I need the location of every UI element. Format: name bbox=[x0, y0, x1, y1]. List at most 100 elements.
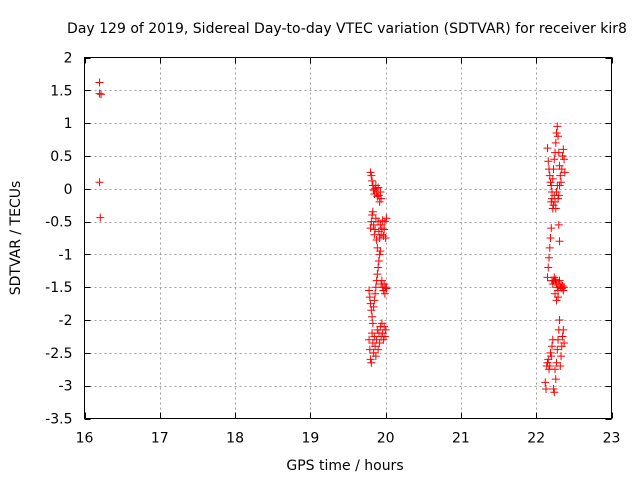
data-point bbox=[365, 335, 374, 344]
data-point bbox=[550, 273, 559, 282]
data-point bbox=[556, 171, 565, 180]
data-point bbox=[550, 388, 559, 397]
x-tick-label: 23 bbox=[603, 431, 621, 447]
y-axis-label: SDTVAR / TECUs bbox=[8, 181, 24, 296]
data-point bbox=[552, 358, 561, 367]
data-point bbox=[558, 281, 567, 290]
data-point bbox=[545, 253, 554, 262]
data-point bbox=[380, 225, 389, 234]
data-point bbox=[373, 270, 382, 279]
data-point bbox=[551, 375, 560, 384]
data-point bbox=[549, 384, 558, 393]
data-point bbox=[371, 225, 380, 234]
x-tick-label: 16 bbox=[76, 431, 94, 447]
data-point bbox=[560, 168, 569, 177]
data-point bbox=[543, 273, 552, 282]
data-point bbox=[548, 174, 557, 183]
data-point bbox=[554, 132, 563, 141]
data-point bbox=[380, 279, 389, 288]
data-point bbox=[370, 230, 379, 239]
data-point bbox=[554, 194, 563, 203]
y-tick-label: 0 bbox=[64, 182, 73, 198]
data-point bbox=[547, 352, 556, 361]
data-point bbox=[551, 138, 560, 147]
data-point bbox=[554, 191, 563, 200]
data-point bbox=[555, 316, 564, 325]
y-tick-label: 2 bbox=[64, 51, 73, 67]
data-point bbox=[557, 352, 566, 361]
data-point bbox=[555, 237, 564, 246]
data-point bbox=[371, 283, 380, 292]
data-point bbox=[381, 283, 390, 292]
x-tick-label: 21 bbox=[452, 431, 470, 447]
data-point bbox=[369, 302, 378, 311]
data-point bbox=[381, 325, 390, 334]
data-point bbox=[544, 263, 553, 272]
data-point bbox=[554, 220, 563, 229]
data-point bbox=[560, 283, 569, 292]
y-tick-label: -2.5 bbox=[45, 346, 72, 362]
data-point bbox=[365, 293, 374, 302]
data-point bbox=[375, 339, 384, 348]
data-point bbox=[554, 148, 563, 157]
data-point bbox=[553, 345, 562, 354]
data-point bbox=[545, 243, 554, 252]
grid-lines bbox=[84, 57, 612, 419]
data-point bbox=[369, 220, 378, 229]
data-point bbox=[97, 90, 106, 99]
data-point bbox=[370, 296, 379, 305]
data-point bbox=[551, 204, 560, 213]
data-point bbox=[552, 128, 561, 137]
data-point bbox=[557, 178, 566, 187]
data-point bbox=[376, 220, 385, 229]
data-point bbox=[367, 171, 376, 180]
data-point bbox=[95, 178, 104, 187]
data-point bbox=[374, 183, 383, 192]
x-axis-label: GPS time / hours bbox=[286, 458, 403, 474]
axis-ticks bbox=[84, 57, 613, 420]
data-point bbox=[382, 214, 391, 223]
data-point bbox=[550, 155, 559, 164]
data-point bbox=[541, 378, 550, 387]
data-point bbox=[366, 168, 375, 177]
data-point bbox=[365, 345, 374, 354]
data-point bbox=[381, 234, 390, 242]
chart-title: Day 129 of 2019, Sidereal Day-to-day VTE… bbox=[67, 21, 627, 37]
y-tick-label: 1.5 bbox=[50, 83, 72, 99]
data-point bbox=[559, 286, 568, 295]
y-tick-label: -0.5 bbox=[45, 215, 72, 231]
data-point bbox=[368, 176, 377, 185]
data-point bbox=[543, 144, 552, 153]
data-point bbox=[558, 151, 567, 160]
x-tick-label: 22 bbox=[527, 431, 545, 447]
y-tick-label: 0.5 bbox=[50, 149, 72, 165]
data-point bbox=[559, 325, 568, 334]
data-point bbox=[375, 197, 384, 206]
data-point bbox=[374, 263, 383, 272]
data-point bbox=[553, 122, 562, 131]
data-point bbox=[544, 157, 553, 166]
data-point bbox=[378, 216, 387, 225]
data-point bbox=[374, 256, 383, 265]
data-point bbox=[542, 384, 551, 393]
data-point bbox=[373, 192, 382, 201]
data-point bbox=[546, 234, 555, 242]
data-point bbox=[560, 339, 569, 348]
data-point bbox=[551, 275, 560, 284]
y-tick-label: -3.5 bbox=[45, 412, 72, 428]
x-tick-label: 18 bbox=[226, 431, 244, 447]
data-point bbox=[374, 345, 383, 354]
x-tick-labels: 16 17 18 19 20 21 22 23 bbox=[76, 431, 621, 447]
data-point bbox=[555, 181, 564, 190]
data-point bbox=[367, 358, 376, 367]
x-tick-label: 17 bbox=[151, 431, 169, 447]
data-point bbox=[371, 352, 380, 361]
data-point bbox=[558, 332, 567, 341]
data-point bbox=[554, 293, 563, 302]
data-point bbox=[375, 250, 384, 259]
y-tick-label: -1 bbox=[59, 247, 73, 263]
data-point bbox=[555, 276, 564, 285]
data-point bbox=[376, 247, 385, 256]
y-tick-label: -1.5 bbox=[45, 280, 72, 296]
y-tick-label: 1 bbox=[64, 116, 73, 132]
